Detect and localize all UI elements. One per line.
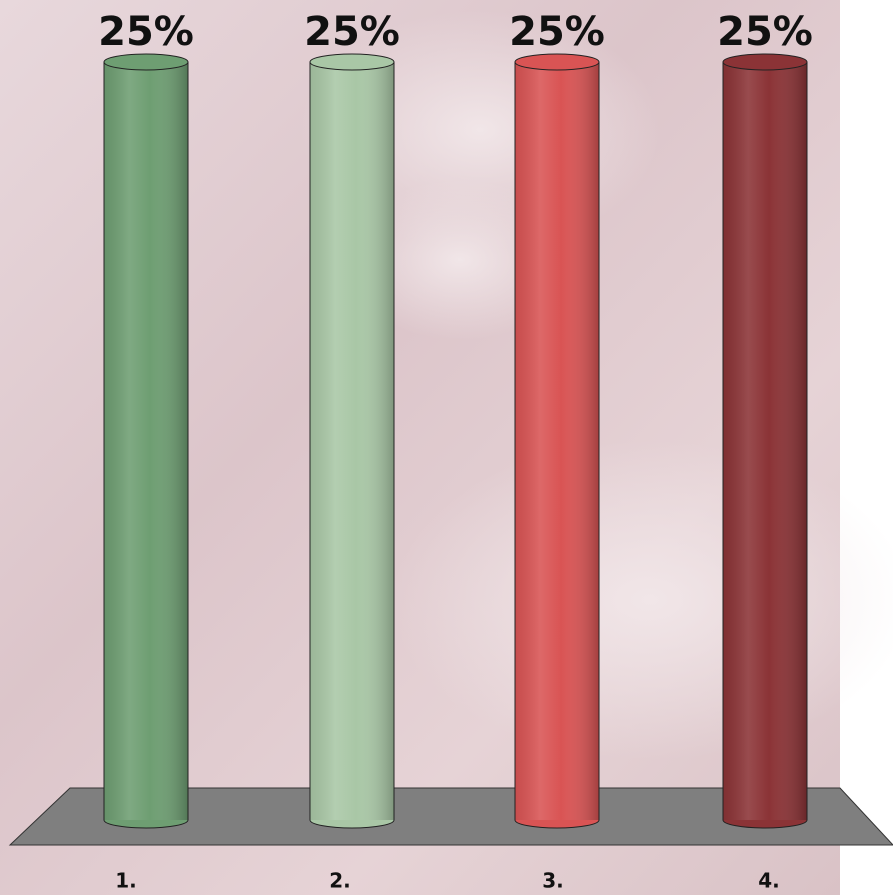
bar-top xyxy=(103,53,189,71)
plot-area: 25% 1. 25% 2. 25% 3. 25% 4. xyxy=(98,9,813,893)
bar-shade xyxy=(723,62,807,820)
bar-top xyxy=(514,53,600,71)
x-tick-label: 2. xyxy=(329,869,351,893)
value-label: 25% xyxy=(509,9,605,55)
background-shape xyxy=(390,440,893,760)
bar-shade xyxy=(104,62,188,820)
value-label: 25% xyxy=(98,9,194,55)
bar-shade xyxy=(310,62,394,820)
x-tick-label: 3. xyxy=(542,869,564,893)
x-tick-label: 1. xyxy=(115,869,137,893)
x-tick-label: 4. xyxy=(758,869,780,893)
bar-top xyxy=(309,53,395,71)
bar-shade xyxy=(515,62,599,820)
value-label: 25% xyxy=(717,9,813,55)
value-label: 25% xyxy=(304,9,400,55)
bar-top xyxy=(722,53,808,71)
